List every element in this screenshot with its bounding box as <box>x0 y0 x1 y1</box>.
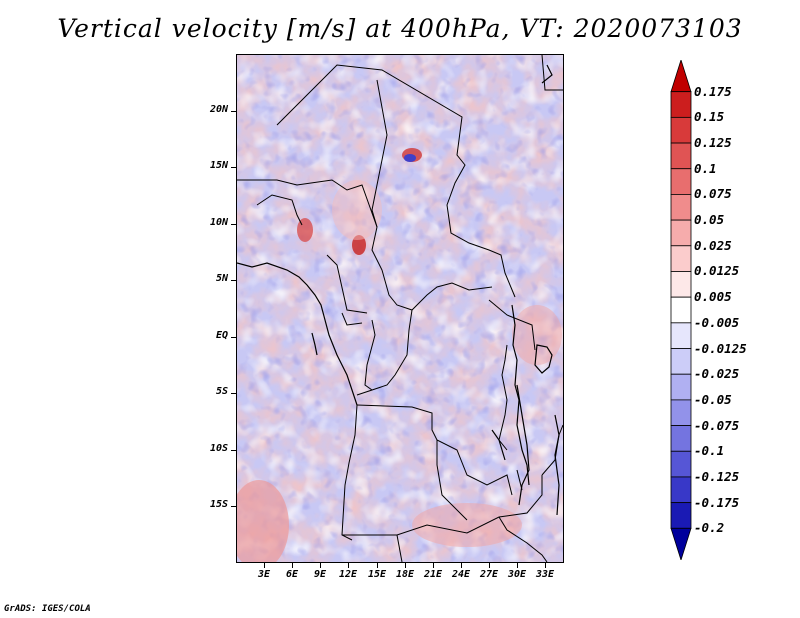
vertical-velocity-field <box>237 55 563 562</box>
lon-tick <box>377 563 378 568</box>
colorbar-segment <box>670 502 692 529</box>
colorbar <box>670 60 692 560</box>
lon-label: 30E <box>507 569 527 580</box>
lat-label: 10N <box>209 217 228 228</box>
colorbar-label: 0.1 <box>694 161 717 176</box>
grads-credit: GrADS: IGES/COLA <box>4 604 91 614</box>
chart-title: Vertical velocity [m/s] at 400hPa, VT: 2… <box>57 14 743 43</box>
colorbar-segment <box>670 271 692 298</box>
colorbar-label: 0.05 <box>694 212 725 227</box>
lon-tick <box>545 563 546 568</box>
colorbar-segment <box>670 91 692 118</box>
lat-tick <box>231 111 236 112</box>
colorbar-segment <box>670 348 692 375</box>
lon-tick <box>264 563 265 568</box>
lon-label: 18E <box>395 569 415 580</box>
lat-tick <box>231 337 236 338</box>
lat-label: 5S <box>215 386 228 397</box>
lon-label: 33E <box>535 569 555 580</box>
lat-label: 5N <box>215 273 228 284</box>
colorbar-label: 0.15 <box>694 109 725 124</box>
convective-cell-central <box>352 235 366 255</box>
colorbar-bottom-arrow <box>670 527 692 560</box>
colorbar-label: 0.005 <box>694 289 732 304</box>
lon-label: 6E <box>285 569 299 580</box>
colorbar-label: -0.075 <box>694 418 740 433</box>
colorbar-label: -0.005 <box>694 315 740 330</box>
lon-tick <box>433 563 434 568</box>
lon-tick <box>517 563 518 568</box>
colorbar-segment <box>670 194 692 221</box>
colorbar-label: 0.125 <box>694 135 732 150</box>
map-panel <box>236 54 564 563</box>
lat-tick <box>231 167 236 168</box>
lon-label: 24E <box>451 569 471 580</box>
updraft-region-se <box>412 503 522 547</box>
colorbar-label: -0.1 <box>694 443 725 458</box>
colorbar-label: -0.025 <box>694 366 740 381</box>
downdraft-cell-north <box>404 154 416 162</box>
lon-tick <box>320 563 321 568</box>
colorbar-label: -0.05 <box>694 392 732 407</box>
lon-tick <box>489 563 490 568</box>
colorbar-segment <box>670 373 692 401</box>
lat-label: 10S <box>209 443 228 454</box>
colorbar-label: 0.025 <box>694 238 732 253</box>
colorbar-label: -0.2 <box>694 520 725 535</box>
colorbar-label: 0.075 <box>694 186 732 201</box>
lat-label: 20N <box>209 104 228 115</box>
lat-label: 15S <box>209 499 228 510</box>
colorbar-label: 0.0125 <box>694 263 740 278</box>
field-negative-patches <box>237 55 563 562</box>
country-borders <box>237 55 563 562</box>
lon-label: 12E <box>338 569 358 580</box>
colorbar-segment <box>670 219 692 247</box>
lon-tick <box>405 563 406 568</box>
colorbar-segment <box>670 322 692 349</box>
lon-tick <box>461 563 462 568</box>
updraft-region-west <box>332 180 382 240</box>
colorbar-label: -0.0125 <box>694 341 747 356</box>
lat-tick <box>231 280 236 281</box>
colorbar-label: 0.175 <box>694 84 732 99</box>
convective-cell-west <box>297 218 313 242</box>
lat-tick <box>231 224 236 225</box>
colorbar-segment <box>670 296 692 324</box>
updraft-region-east <box>512 305 562 365</box>
lon-label: 3E <box>257 569 271 580</box>
colorbar-top-arrow <box>670 60 692 93</box>
colorbar-segment <box>670 116 692 144</box>
updraft-region-sw <box>237 480 289 562</box>
colorbar-segment <box>670 476 692 504</box>
coastlines <box>237 64 560 516</box>
lat-tick <box>231 393 236 394</box>
lon-label: 27E <box>479 569 499 580</box>
lon-tick <box>348 563 349 568</box>
lon-label: 15E <box>367 569 387 580</box>
colorbar-label: -0.125 <box>694 469 740 484</box>
lat-tick <box>231 450 236 451</box>
lat-tick <box>231 506 236 507</box>
colorbar-label: -0.175 <box>694 495 740 510</box>
lon-label: 9E <box>313 569 327 580</box>
colorbar-segment <box>670 245 692 272</box>
lon-label: 21E <box>423 569 443 580</box>
lon-tick <box>292 563 293 568</box>
colorbar-segment <box>670 168 692 195</box>
lat-label: EQ <box>215 330 228 341</box>
colorbar-segment <box>670 142 692 170</box>
colorbar-segment <box>670 425 692 452</box>
colorbar-segment <box>670 399 692 426</box>
colorbar-segment <box>670 450 692 478</box>
lat-label: 15N <box>209 160 228 171</box>
